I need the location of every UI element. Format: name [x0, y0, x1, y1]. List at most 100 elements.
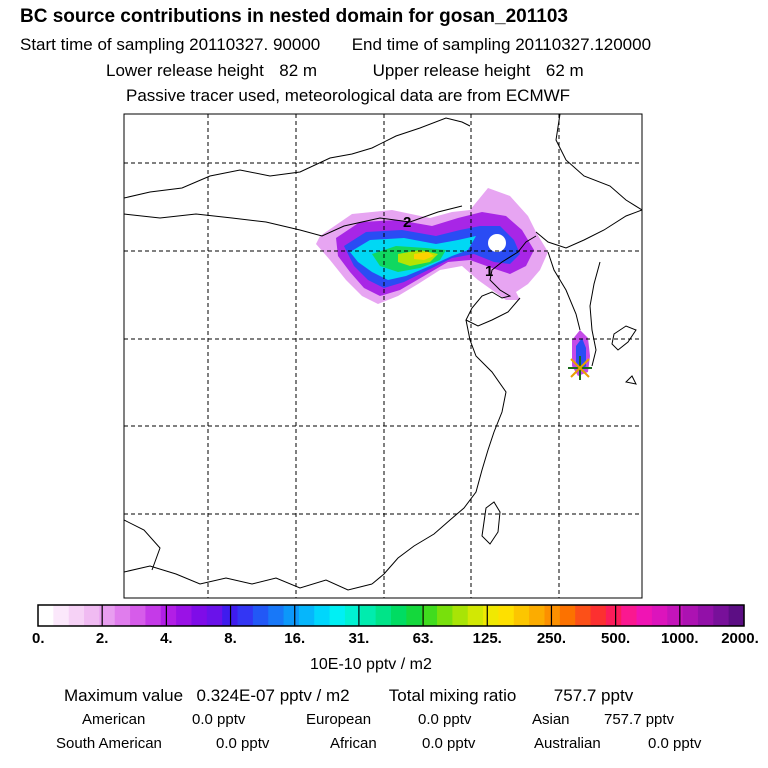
region-name-american: American — [82, 711, 146, 728]
upper-height-value: 62 m — [545, 61, 584, 80]
colorbar-swatch — [437, 605, 453, 626]
maximum-value: 0.324E-07 pptv / m2 — [196, 686, 350, 705]
coastlines — [124, 114, 642, 591]
colorbar-swatch — [145, 605, 162, 626]
region-value-european: 0.0 pptv — [418, 711, 472, 728]
colorbar-swatch — [483, 605, 500, 626]
colorbar-swatch — [191, 605, 208, 626]
map-area: 2 1 — [124, 114, 642, 598]
region-name-asian: Asian — [532, 711, 570, 728]
colorbar-tick-label: 2. — [96, 630, 109, 647]
colorbar-swatch — [682, 605, 699, 626]
colorbar-tick-label: 500. — [601, 630, 630, 647]
lower-height-value: 82 m — [279, 61, 318, 80]
colorbar-frame — [37, 604, 745, 627]
total-value: 757.7 pptv — [553, 686, 634, 705]
colorbar-swatch — [605, 605, 622, 626]
colorbar-swatch — [391, 605, 407, 626]
coast-japan — [611, 325, 637, 385]
colorbar-tick-label: 125. — [473, 630, 502, 647]
colorbar-swatch — [84, 605, 100, 626]
colorbar-swatch — [728, 605, 745, 626]
region-value-asian: 757.7 pptv — [604, 711, 675, 728]
chart-title: BC source contributions in nested domain… — [20, 6, 568, 27]
colorbar-swatch — [237, 605, 254, 626]
colorbar-tick-label: 8. — [224, 630, 237, 647]
colorbar-swatch — [206, 605, 223, 626]
start-time-value: 20110327. 90000 — [189, 35, 321, 54]
plume-yellow — [414, 252, 434, 260]
coast-east — [371, 319, 507, 585]
plume-hole — [488, 234, 506, 252]
colorbar-swatch — [99, 605, 116, 626]
total-label: Total mixing ratio — [388, 686, 517, 705]
colorbar-swatch — [375, 605, 392, 626]
colorbar-swatch — [114, 605, 131, 626]
colorbar-swatch — [130, 605, 147, 626]
maximum-and-total: Maximum value 0.324E-07 pptv / m2 Total … — [64, 686, 633, 706]
colorbar-tick-label: 250. — [537, 630, 566, 647]
border-south — [124, 565, 373, 591]
upper-height-label: Upper release height — [372, 61, 531, 80]
colorbar — [38, 605, 745, 626]
colorbar-swatch — [421, 605, 438, 626]
colorbar-swatch — [575, 605, 592, 626]
region-name-australian: Australian — [534, 735, 601, 752]
border-north — [124, 117, 471, 199]
colorbar-swatch — [329, 605, 346, 626]
colorbar-swatch — [651, 605, 668, 626]
colorbar-ticks: 0. 2. 4. 8. 16. 31. 63. 125. 250. 500. 1000. 2000. — [32, 605, 759, 647]
colorbar-swatch — [513, 605, 530, 626]
colorbar-tick-label: 16. — [284, 630, 305, 647]
coast-korea — [547, 251, 601, 367]
colorbar-swatch — [176, 605, 193, 626]
receptor-marker — [568, 356, 592, 380]
colorbar-tick-label: 63. — [413, 630, 434, 647]
colorbar-swatch — [283, 605, 300, 626]
colorbar-tick-label: 0. — [32, 630, 45, 647]
maximum-label: Maximum value — [64, 686, 184, 705]
map-label-2: 2 — [403, 214, 411, 231]
border-mongolia — [124, 205, 463, 237]
colorbar-swatch — [360, 605, 377, 626]
colorbar-swatch — [406, 605, 423, 626]
plume-field — [316, 188, 590, 376]
colorbar-swatch — [68, 605, 85, 626]
region-value-south-american: 0.0 pptv — [216, 735, 270, 752]
coast-bohai — [465, 235, 537, 327]
tracer-note: Passive tracer used, meteorological data… — [126, 86, 571, 105]
colorbar-swatch — [529, 605, 546, 626]
region-value-australian: 0.0 pptv — [648, 735, 702, 752]
border-korea — [535, 209, 642, 249]
colorbar-swatch — [314, 605, 331, 626]
colorbar-swatch — [667, 605, 684, 626]
colorbar-swatch — [636, 605, 653, 626]
colorbar-tick-label: 31. — [348, 630, 369, 647]
colorbar-swatch — [713, 605, 730, 626]
start-time-label: Start time of sampling — [20, 35, 185, 54]
map-grid — [124, 114, 642, 598]
region-name-south-american: South American — [56, 735, 162, 752]
region-value-african: 0.0 pptv — [422, 735, 476, 752]
lower-height-label: Lower release height — [106, 61, 264, 80]
end-time-label: End time of sampling — [351, 35, 511, 54]
end-time-value: 20110327.120000 — [515, 35, 652, 54]
colorbar-swatch — [697, 605, 714, 626]
coast-taiwan — [481, 501, 501, 545]
colorbar-units: 10E-10 pptv / m2 — [310, 656, 432, 673]
colorbar-swatch — [559, 605, 576, 626]
colorbar-swatch — [498, 605, 515, 626]
release-heights: Lower release height 82 m Upper release … — [106, 61, 584, 81]
sampling-times: Start time of sampling 20110327. 90000 E… — [20, 35, 651, 55]
colorbar-swatch — [344, 605, 361, 626]
region-name-african: African — [330, 735, 377, 752]
colorbar-swatch — [452, 605, 469, 626]
colorbar-swatch — [268, 605, 285, 626]
colorbar-swatch — [544, 605, 561, 626]
colorbar-swatch — [53, 605, 70, 626]
border-south-2 — [124, 519, 161, 571]
colorbar-swatch — [298, 605, 315, 626]
colorbar-swatch — [590, 605, 607, 626]
map-frame — [123, 113, 643, 599]
